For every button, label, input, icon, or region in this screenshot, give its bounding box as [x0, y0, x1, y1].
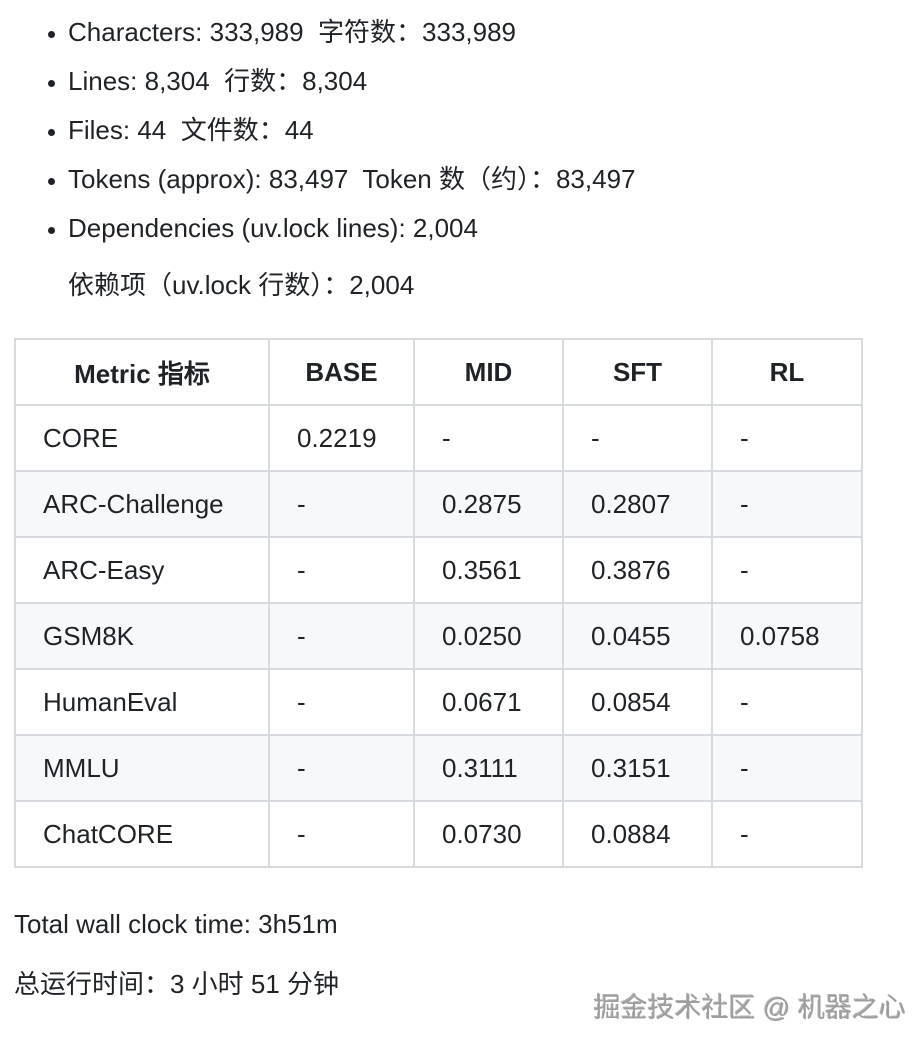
table-row: MMLU - 0.3111 0.3151 -	[14, 734, 863, 802]
table-row: ARC-Challenge - 0.2875 0.2807 -	[14, 470, 863, 538]
table-header-row: Metric 指标 BASE MID SFT RL	[14, 338, 863, 406]
stats-list: Characters: 333,989 字符数：333,989 Lines: 8…	[14, 16, 908, 302]
cell-value: -	[413, 404, 564, 472]
stat-dependencies-zh: 依赖项（uv.lock 行数）：2,004	[68, 270, 415, 300]
cell-value: -	[711, 668, 863, 736]
cell-value: -	[268, 602, 415, 670]
cell-value: -	[268, 800, 415, 868]
stat-tokens: Tokens (approx): 83,497 Token 数（约）：83,49…	[68, 164, 636, 194]
cell-value: -	[268, 536, 415, 604]
cell-value: -	[268, 734, 415, 802]
cell-value: 0.0671	[413, 668, 564, 736]
cell-metric: ARC-Challenge	[14, 470, 270, 538]
list-item: Files: 44 文件数：44	[68, 114, 908, 147]
cell-value: -	[562, 404, 713, 472]
cell-metric: HumanEval	[14, 668, 270, 736]
col-header-metric: Metric 指标	[14, 338, 270, 406]
cell-value: -	[711, 800, 863, 868]
col-header-rl: RL	[711, 338, 863, 406]
cell-value: 0.2875	[413, 470, 564, 538]
list-item: Tokens (approx): 83,497 Token 数（约）：83,49…	[68, 163, 908, 196]
cell-value: 0.0455	[562, 602, 713, 670]
cell-value: -	[711, 734, 863, 802]
stat-lines: Lines: 8,304 行数：8,304	[68, 66, 368, 96]
cell-metric: MMLU	[14, 734, 270, 802]
table-row: CORE 0.2219 - - -	[14, 404, 863, 472]
table-row: GSM8K - 0.0250 0.0455 0.0758	[14, 602, 863, 670]
cell-value: 0.3561	[413, 536, 564, 604]
cell-value: 0.3876	[562, 536, 713, 604]
col-header-base: BASE	[268, 338, 415, 406]
list-item: Dependencies (uv.lock lines): 2,004 依赖项（…	[68, 212, 908, 302]
cell-value: -	[268, 470, 415, 538]
cell-value: -	[711, 470, 863, 538]
list-item: Characters: 333,989 字符数：333,989	[68, 16, 908, 49]
stat-characters: Characters: 333,989 字符数：333,989	[68, 17, 517, 47]
watermark: 掘金技术社区 @ 机器之心	[593, 993, 906, 1023]
cell-metric: GSM8K	[14, 602, 270, 670]
cell-value: 0.3111	[413, 734, 564, 802]
metrics-table: Metric 指标 BASE MID SFT RL CORE 0.2219 - …	[14, 338, 863, 868]
cell-value: 0.3151	[562, 734, 713, 802]
cell-value: -	[268, 668, 415, 736]
cell-value: 0.0854	[562, 668, 713, 736]
table-row: HumanEval - 0.0671 0.0854 -	[14, 668, 863, 736]
col-header-mid: MID	[413, 338, 564, 406]
cell-value: 0.0758	[711, 602, 863, 670]
article-page: Characters: 333,989 字符数：333,989 Lines: 8…	[0, 16, 922, 1001]
cell-value: -	[711, 404, 863, 472]
cell-value: 0.2219	[268, 404, 415, 472]
table-row: ChatCORE - 0.0730 0.0884 -	[14, 800, 863, 868]
stat-dependencies: Dependencies (uv.lock lines): 2,004	[68, 213, 478, 243]
cell-value: 0.0730	[413, 800, 564, 868]
cell-value: 0.2807	[562, 470, 713, 538]
cell-value: 0.0250	[413, 602, 564, 670]
wall-clock-time-en: Total wall clock time: 3h51m	[14, 909, 338, 939]
list-item: Lines: 8,304 行数：8,304	[68, 65, 908, 98]
cell-value: -	[711, 536, 863, 604]
table-row: ARC-Easy - 0.3561 0.3876 -	[14, 536, 863, 604]
cell-value: 0.0884	[562, 800, 713, 868]
col-header-sft: SFT	[562, 338, 713, 406]
wall-clock-time-zh: 总运行时间：3 小时 51 分钟	[14, 969, 340, 999]
cell-metric: ChatCORE	[14, 800, 270, 868]
stat-files: Files: 44 文件数：44	[68, 115, 314, 145]
cell-metric: CORE	[14, 404, 270, 472]
cell-metric: ARC-Easy	[14, 536, 270, 604]
